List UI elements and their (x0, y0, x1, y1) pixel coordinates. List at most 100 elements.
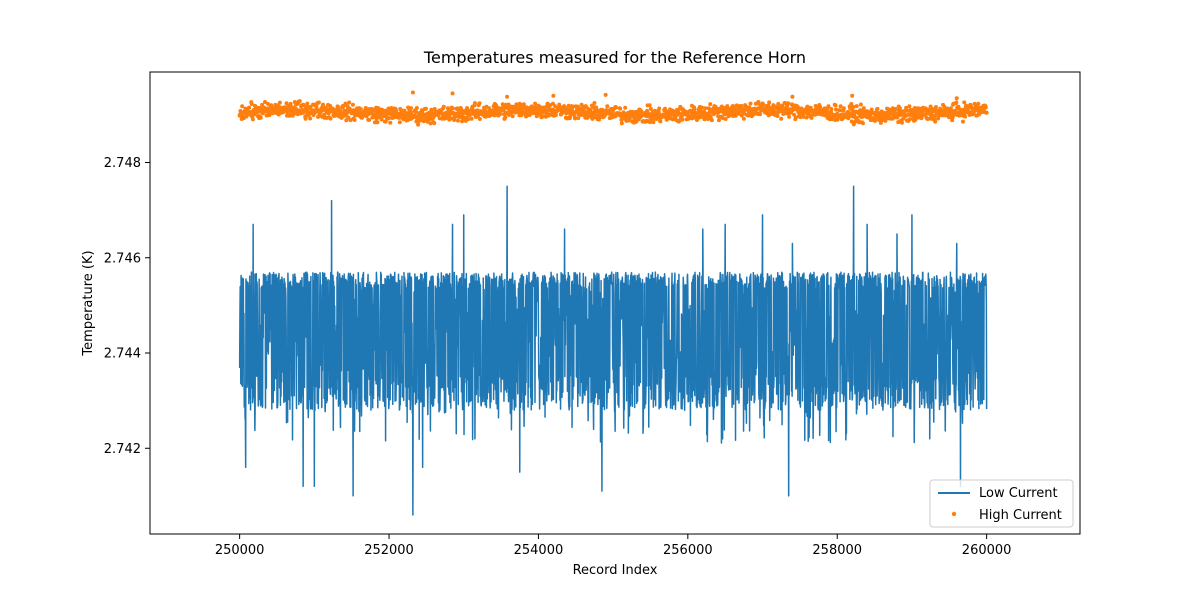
scatter-point-high-current (854, 104, 859, 109)
scatter-point-high-current (450, 106, 455, 111)
scatter-point-high-current (893, 106, 898, 111)
scatter-point-high-current (934, 105, 938, 109)
scatter-point-high-current (841, 106, 846, 111)
x-tick-label: 256000 (663, 543, 713, 558)
y-tick-label: 2.748 (104, 156, 141, 171)
scatter-point-high-current (375, 120, 380, 125)
scatter-point-high-current (570, 104, 575, 109)
scatter-point-high-current (760, 102, 765, 107)
scatter-point-high-current (833, 107, 838, 112)
scatter-point-high-current (849, 119, 854, 124)
scatter-point-high-current (860, 121, 865, 126)
scatter-point-high-current (455, 118, 460, 123)
scatter-point-high-current (767, 100, 772, 105)
scatter-point-high-current (452, 118, 457, 123)
scatter-point-high-current (758, 112, 763, 117)
scatter-point-high-current (904, 105, 909, 110)
scatter-point-high-current (850, 93, 855, 98)
scatter-point-high-current (394, 108, 399, 113)
scatter-point-high-current (647, 103, 652, 108)
scatter-point-high-current (833, 103, 838, 108)
x-axis-ticks: 250000 252000 254000 256000 258000 260000 (215, 534, 1011, 558)
x-tick-label: 250000 (215, 543, 265, 558)
scatter-point-high-current (429, 107, 434, 112)
scatter-point-high-current (851, 122, 856, 127)
scatter-point-high-current (723, 116, 728, 121)
scatter-point-high-current (335, 105, 340, 110)
scatter-point-high-current (965, 106, 970, 111)
scatter-point-high-current (344, 118, 349, 123)
scatter-point-high-current (741, 116, 746, 121)
scatter-point-high-current (861, 106, 866, 111)
scatter-point-high-current (716, 118, 721, 123)
scatter-point-high-current (837, 108, 842, 113)
scatter-point-high-current (288, 101, 293, 106)
x-axis-label: Record Index (573, 563, 658, 578)
scatter-point-high-current (804, 115, 809, 120)
scatter-point-high-current (262, 100, 267, 105)
scatter-point-high-current (397, 120, 402, 125)
scatter-point-high-current (551, 93, 556, 98)
scatter-point-high-current (875, 106, 880, 111)
scatter-point-high-current (790, 107, 795, 112)
scatter-point-high-current (469, 116, 474, 121)
scatter-point-high-current (787, 114, 792, 119)
scatter-point-high-current (775, 113, 780, 118)
legend-high-current-swatch (951, 511, 957, 517)
scatter-point-high-current (477, 117, 482, 121)
plot-frame (149, 71, 1081, 535)
scatter-point-high-current (460, 119, 465, 124)
scatter-point-high-current (851, 104, 856, 109)
scatter-point-high-current (420, 109, 425, 114)
scatter-point-high-current (736, 111, 741, 116)
scatter-point-high-current (521, 102, 526, 107)
scatter-point-high-current (984, 110, 989, 115)
scatter-point-high-current (963, 114, 968, 119)
y-tick-label: 2.742 (104, 442, 141, 457)
scatter-point-high-current (813, 104, 818, 109)
scatter-point-high-current (603, 92, 608, 97)
scatter-point-high-current (450, 91, 455, 96)
scatter-point-high-current (781, 111, 786, 116)
scatter-point-high-current (541, 114, 545, 119)
scatter-point-high-current (857, 120, 862, 125)
scatter-point-high-current (572, 116, 577, 121)
scatter-point-high-current (409, 106, 414, 111)
x-tick-label: 252000 (364, 543, 414, 558)
scatter-point-high-current (897, 106, 902, 111)
scatter-point-high-current (466, 117, 471, 122)
scatter-point-high-current (950, 115, 955, 120)
scatter-point-high-current (933, 119, 938, 124)
scatter-point-high-current (352, 117, 357, 122)
scatter-point-high-current (250, 117, 255, 122)
scatter-point-high-current (240, 104, 245, 109)
scatter-point-high-current (954, 100, 959, 105)
scatter-point-high-current (846, 116, 851, 121)
scatter-point-high-current (956, 105, 961, 110)
scatter-point-high-current (432, 121, 437, 126)
scatter-point-high-current (350, 102, 355, 107)
scatter-point-high-current (316, 100, 321, 105)
scatter-point-high-current (849, 102, 854, 107)
scatter-point-high-current (591, 105, 596, 110)
scatter-point-high-current (347, 100, 352, 105)
scatter-point-high-current (388, 120, 393, 125)
scatter-point-high-current (414, 106, 419, 111)
scatter-point-high-current (387, 116, 392, 121)
legend-high-current-label: High Current (979, 508, 1062, 523)
scatter-point-high-current (688, 108, 693, 113)
scatter-point-high-current (383, 119, 388, 124)
scatter-point-high-current (872, 118, 877, 123)
scatter-point-high-current (590, 116, 595, 121)
scatter-point-high-current (705, 117, 710, 122)
scatter-point-high-current (748, 101, 753, 106)
scatter-point-high-current (858, 102, 863, 107)
scatter-point-high-current (605, 104, 610, 109)
y-tick-label: 2.744 (104, 347, 141, 362)
series-high-current (237, 90, 989, 127)
scatter-point-high-current (367, 117, 372, 122)
scatter-point-high-current (258, 115, 263, 120)
scatter-point-high-current (786, 101, 791, 106)
chart-title: Temperatures measured for the Reference … (423, 48, 806, 67)
scatter-point-high-current (567, 116, 572, 120)
